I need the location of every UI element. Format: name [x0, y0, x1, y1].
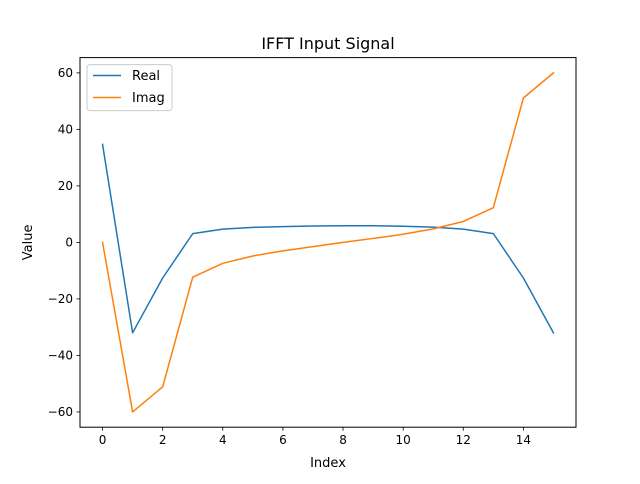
- series-layer: [101, 71, 555, 413]
- y-axis-label: Value: [21, 225, 36, 261]
- legend-label-imag: Imag: [132, 91, 165, 106]
- y-tick-label: 60: [58, 66, 73, 80]
- x-tick-label: 0: [99, 433, 107, 447]
- y-tick-label: 0: [65, 236, 73, 250]
- x-tick-label: 14: [516, 433, 531, 447]
- y-tick-label: −40: [48, 349, 73, 363]
- x-tick-label: 6: [279, 433, 287, 447]
- y-tick-label: 40: [58, 123, 73, 137]
- x-tick-label: 12: [456, 433, 471, 447]
- y-tick-label: 20: [58, 179, 73, 193]
- y-tick-label: −60: [48, 405, 73, 419]
- x-axis-label: Index: [310, 456, 346, 471]
- x-tick-label: 10: [396, 433, 411, 447]
- legend-label-real: Real: [132, 69, 160, 84]
- chart-title: IFFT Input Signal: [261, 34, 394, 53]
- x-axis: 0 2 4 6 8 10 12 14: [99, 427, 531, 447]
- legend: Real Imag: [86, 64, 173, 112]
- x-tick-label: 4: [219, 433, 227, 447]
- y-tick-label: −20: [48, 292, 73, 306]
- y-axis: −60 −40 −20 0 20 40 60: [48, 66, 80, 419]
- x-tick-label: 2: [159, 433, 167, 447]
- series-line-imag: [101, 71, 555, 413]
- series-line-real: [101, 143, 555, 334]
- x-tick-label: 8: [339, 433, 347, 447]
